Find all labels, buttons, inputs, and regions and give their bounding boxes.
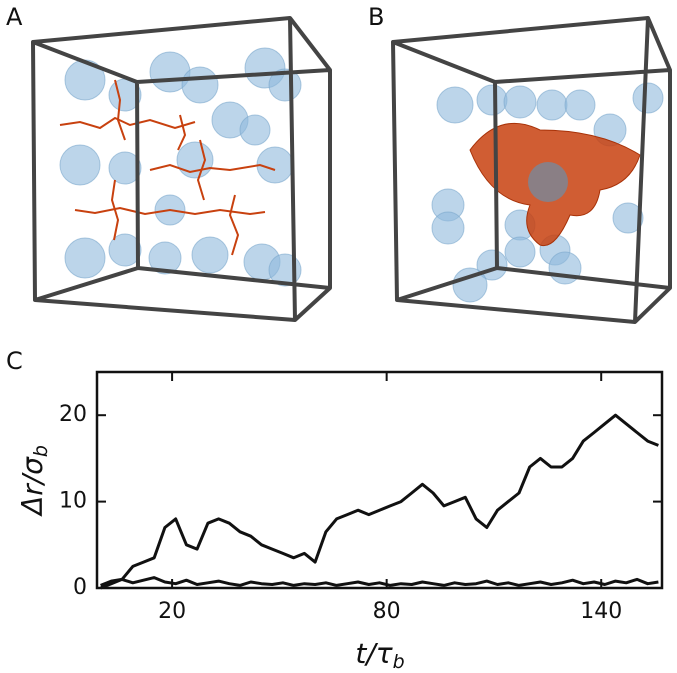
x-tick-label: 80 [373,599,401,624]
data-line [100,576,659,587]
y-axis-label-sub: b [30,445,52,457]
panel-b-render [391,16,672,324]
y-axis-label: Δr/σb [16,445,52,517]
y-tick-label: 10 [59,489,87,514]
x-tick-label: 20 [158,599,186,624]
x-axis-label-main: t/τ [355,637,392,670]
panel-label: C [6,347,23,375]
x-tick-label: 140 [580,599,622,624]
plot-frame [95,370,664,590]
y-tick-label: 0 [73,575,87,600]
x-axis-label-sub: b [393,651,405,673]
y-axis-label-main: Δr/σ [16,456,49,517]
data-line [100,413,659,590]
panel-label: B [368,3,384,31]
panel-label: A [6,3,23,31]
panel-a-render [31,16,332,322]
y-tick-label: 20 [59,402,87,427]
x-axis-label: t/τb [355,637,404,673]
